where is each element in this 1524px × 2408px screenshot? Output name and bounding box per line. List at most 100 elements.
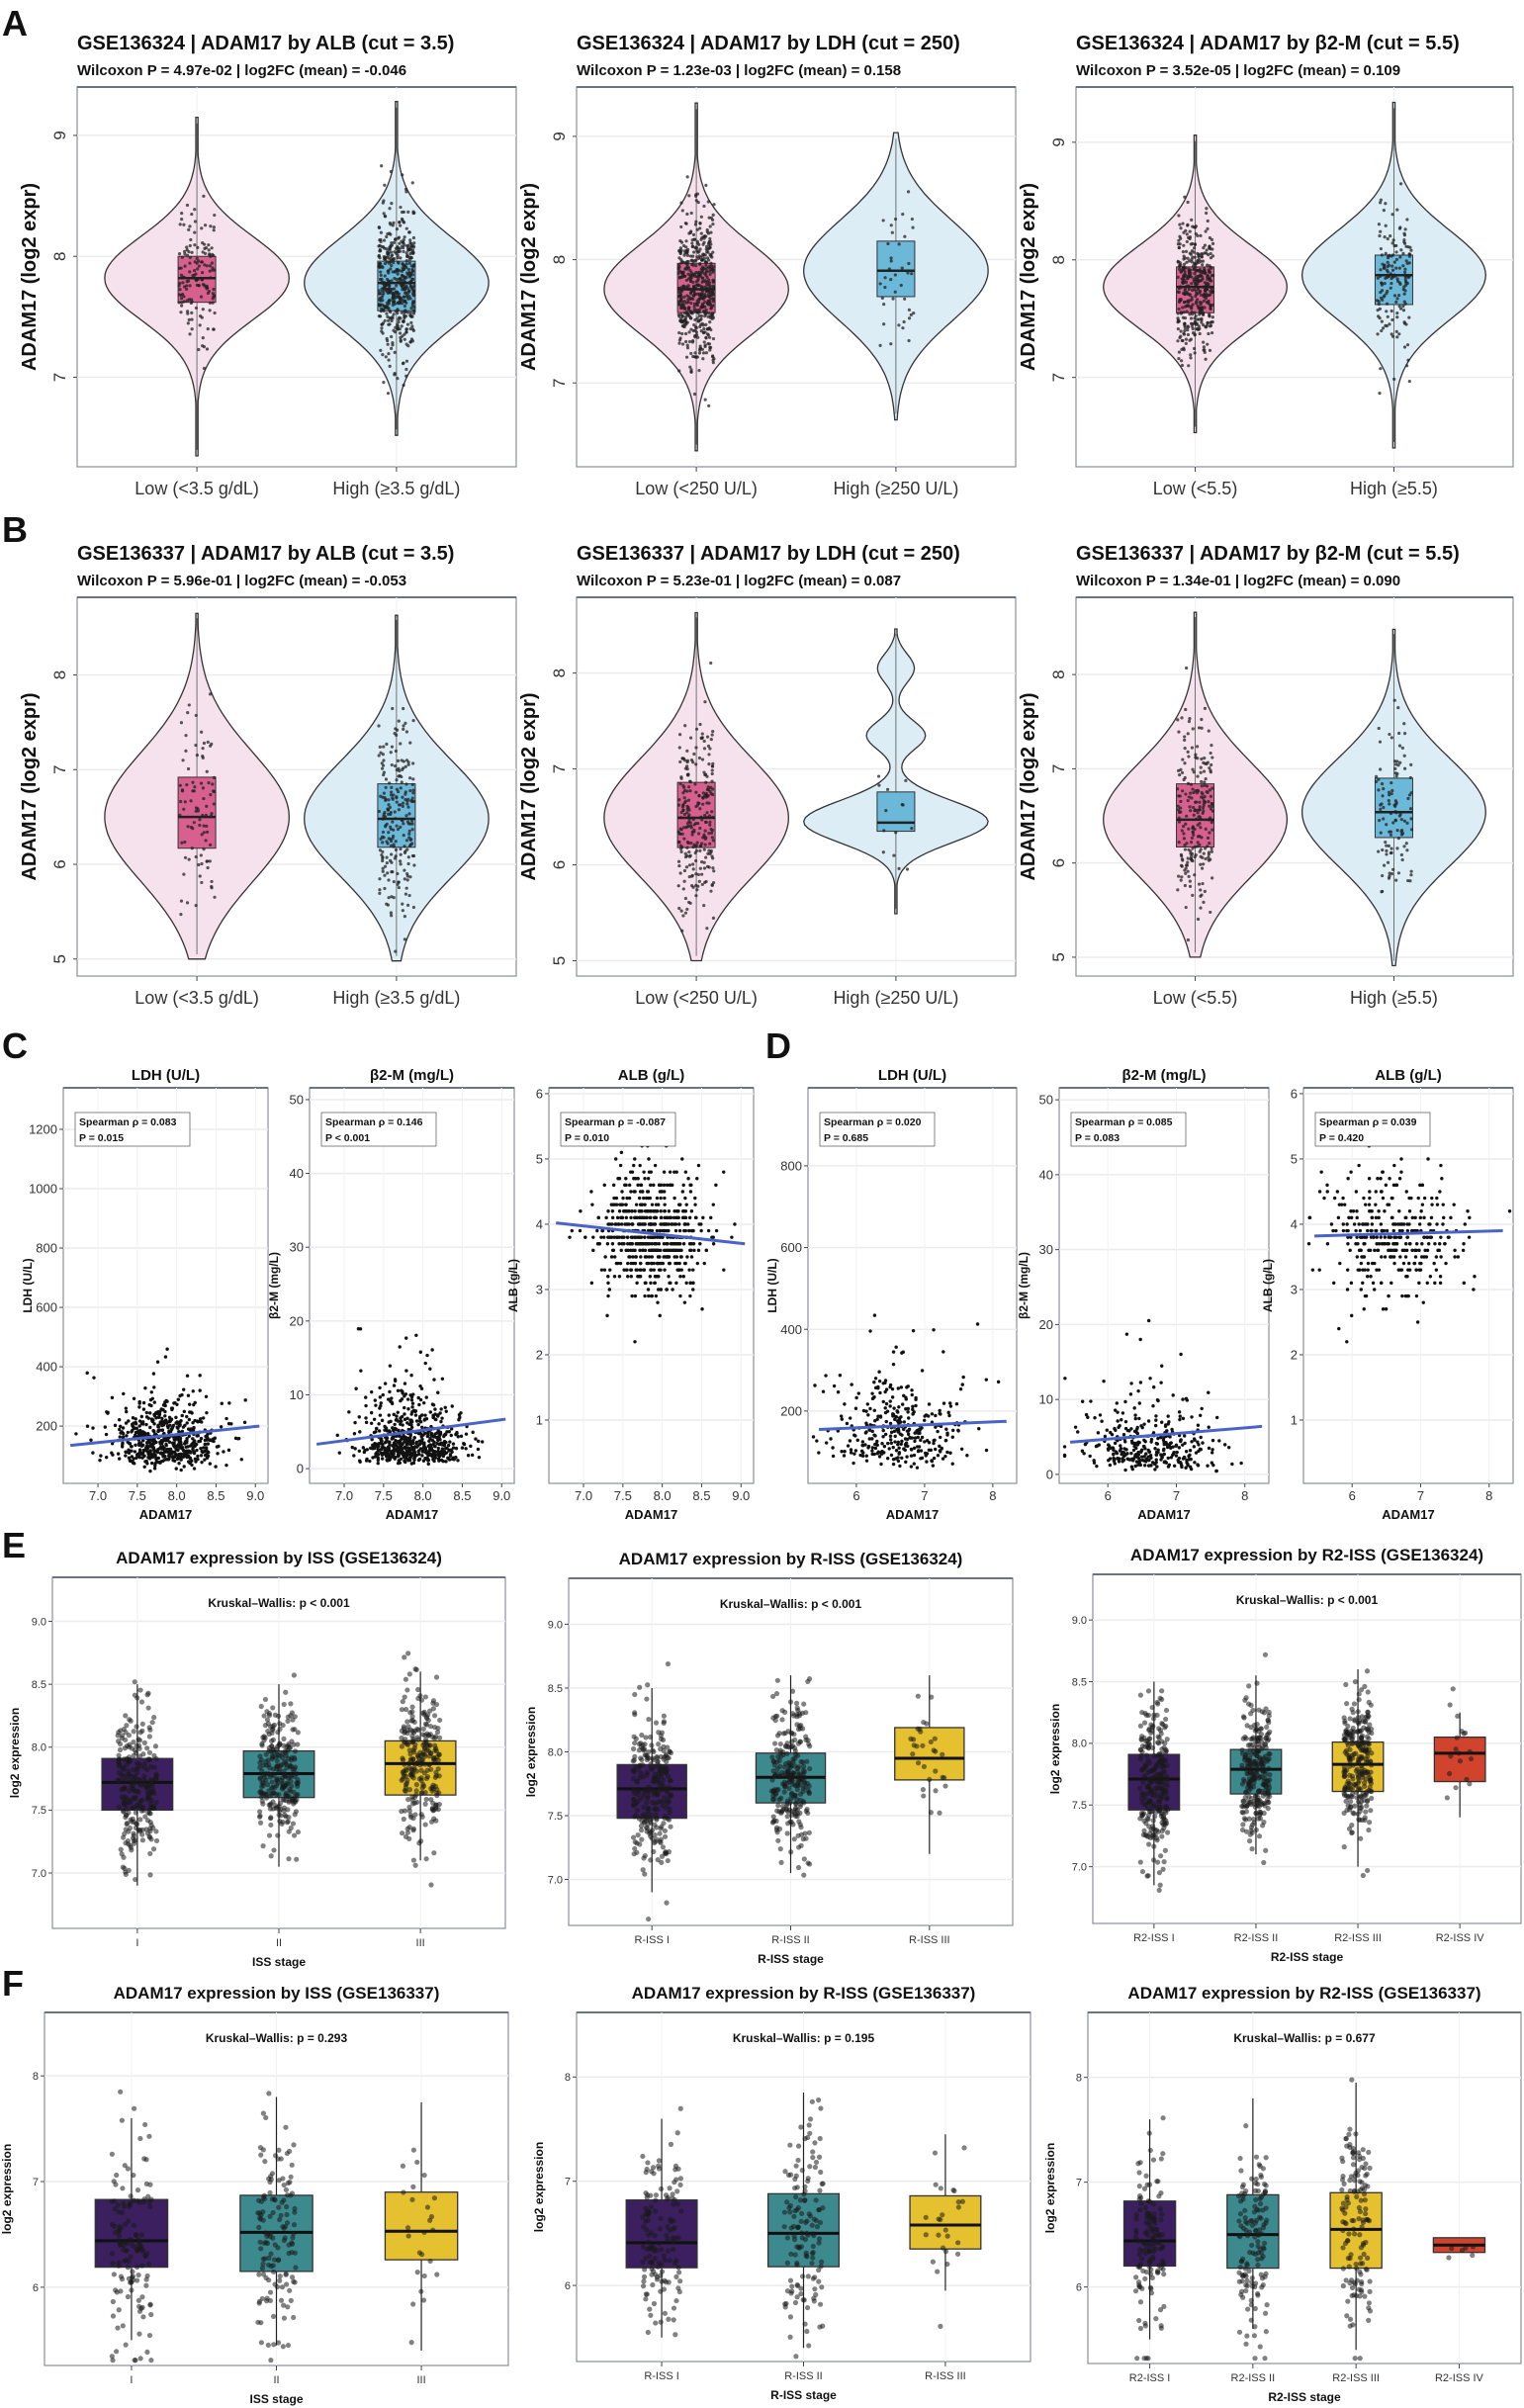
data-point — [704, 772, 708, 776]
data-point — [387, 352, 391, 356]
data-point — [1389, 286, 1392, 290]
data-point — [882, 829, 886, 833]
data-point — [1406, 878, 1410, 883]
data-point — [702, 204, 706, 209]
data-point — [387, 269, 391, 273]
data-point — [1201, 311, 1206, 314]
data-point — [1205, 301, 1210, 305]
data-point — [375, 1451, 379, 1455]
data-point — [394, 840, 398, 844]
data-point — [1400, 832, 1405, 836]
data-point — [426, 1459, 430, 1463]
data-point — [182, 807, 186, 811]
data-point — [179, 1419, 183, 1423]
data-point — [687, 194, 691, 198]
data-point — [124, 1406, 129, 1410]
data-point — [394, 310, 398, 313]
data-point — [1384, 202, 1388, 206]
data-point — [1202, 851, 1206, 855]
data-point — [1201, 881, 1205, 886]
data-point — [384, 825, 388, 829]
data-point — [159, 1451, 163, 1455]
data-point — [408, 843, 413, 847]
data-point — [1406, 275, 1410, 280]
data-point — [677, 256, 681, 260]
data-point — [1394, 250, 1398, 254]
data-point — [409, 255, 413, 260]
data-point — [385, 742, 389, 747]
x-axis-label: ADAM17 — [886, 1507, 939, 1522]
data-point — [421, 1459, 426, 1463]
data-point — [185, 253, 190, 257]
data-point — [630, 1222, 635, 1226]
data-point — [393, 297, 397, 301]
data-point — [904, 778, 908, 782]
data-point — [406, 210, 410, 214]
chart-subtitle: Wilcoxon P = 1.23e-03 | log2FC (mean) = … — [577, 62, 901, 79]
data-point — [147, 1411, 152, 1415]
data-point — [1208, 842, 1211, 846]
data-point — [405, 244, 409, 248]
data-point — [696, 1248, 701, 1253]
data-point — [684, 285, 688, 289]
data-point — [399, 742, 403, 746]
data-point — [195, 267, 200, 271]
data-point — [373, 1455, 378, 1459]
data-point — [568, 1235, 572, 1239]
data-point — [1403, 289, 1407, 293]
data-point — [1176, 718, 1180, 722]
data-point — [402, 724, 405, 728]
data-point — [633, 1340, 637, 1344]
data-point — [397, 261, 401, 265]
data-point — [617, 1242, 621, 1246]
data-point — [704, 263, 708, 267]
y-tick-label: 600 — [36, 1300, 57, 1315]
data-point — [394, 817, 398, 821]
data-point — [131, 1416, 135, 1420]
data-point — [891, 1445, 895, 1450]
data-point — [401, 902, 404, 906]
data-point — [357, 1449, 362, 1453]
data-point — [703, 300, 707, 305]
data-point — [200, 260, 204, 264]
data-point — [1387, 254, 1390, 258]
data-point — [397, 789, 401, 794]
data-point — [704, 270, 708, 274]
data-point — [1192, 813, 1196, 817]
data-point — [438, 1430, 443, 1435]
data-point — [688, 821, 692, 825]
data-point — [414, 1419, 419, 1423]
data-point — [200, 880, 204, 885]
data-point — [1189, 321, 1194, 325]
data-point — [1181, 858, 1185, 862]
data-point — [631, 1248, 635, 1253]
data-point — [404, 251, 408, 255]
data-point — [1189, 356, 1193, 360]
data-point — [385, 1448, 390, 1453]
data-point — [103, 1425, 108, 1429]
data-point — [383, 864, 388, 868]
data-point — [650, 1261, 654, 1266]
y-tick-label: 7 — [50, 373, 69, 382]
data-point — [199, 314, 203, 318]
data-point — [187, 1402, 192, 1406]
data-point — [1393, 771, 1397, 775]
data-point — [433, 1450, 437, 1454]
data-point — [1196, 287, 1201, 292]
data-point — [422, 1443, 426, 1447]
data-point — [410, 796, 414, 800]
data-point — [337, 1451, 341, 1455]
data-point — [640, 1190, 645, 1194]
data-point — [1196, 292, 1200, 296]
chart-title: GSE136324 | ADAM17 by ALB (cut = 3.5) — [77, 33, 454, 54]
data-point — [1394, 774, 1398, 778]
data-point — [678, 816, 683, 820]
data-point — [178, 783, 182, 787]
data-point — [388, 247, 393, 251]
data-point — [386, 903, 390, 907]
data-point — [649, 1293, 654, 1298]
data-point — [703, 813, 707, 818]
data-point — [1402, 321, 1407, 325]
data-point — [197, 264, 202, 268]
